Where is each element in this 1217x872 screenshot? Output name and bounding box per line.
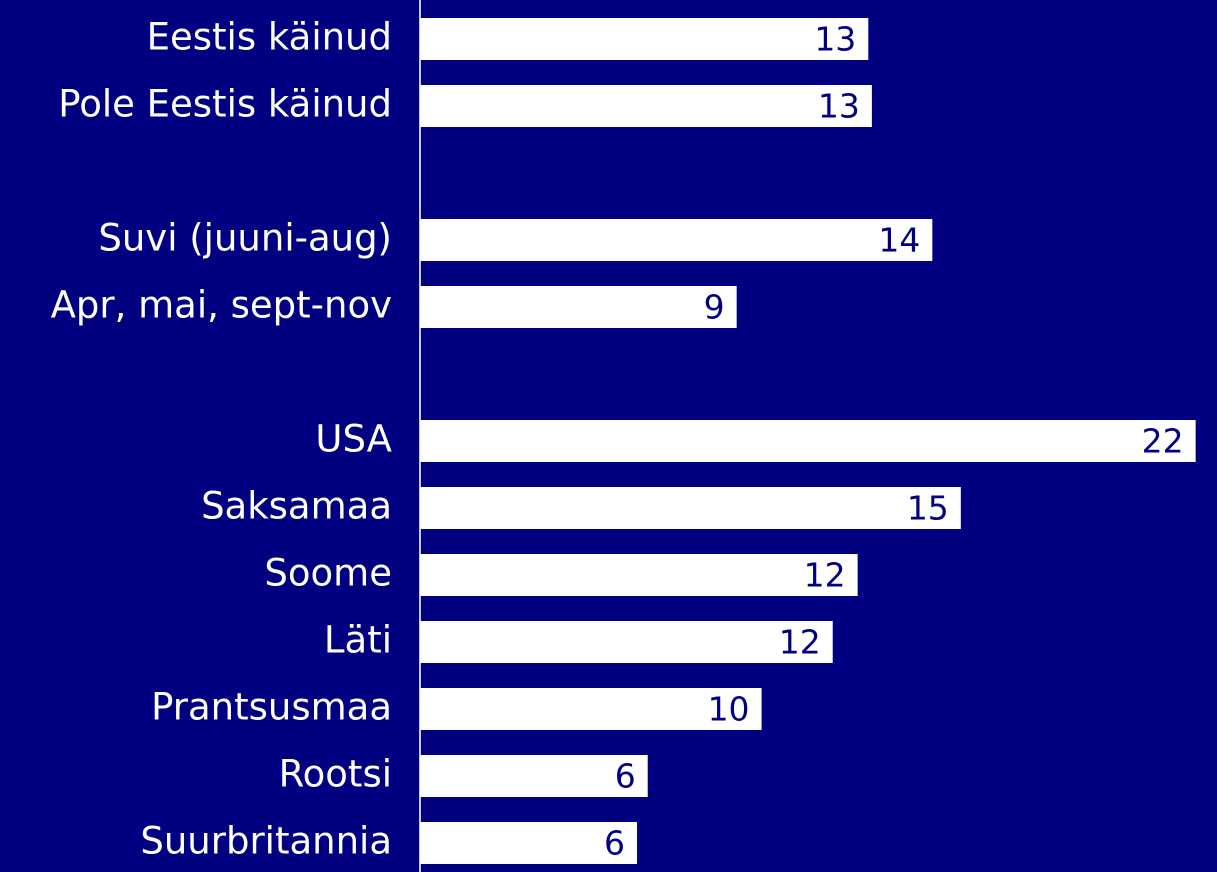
value-label: 15 — [907, 489, 949, 528]
bar — [420, 621, 833, 663]
bar — [420, 822, 638, 864]
bar — [420, 18, 869, 60]
value-label: 12 — [779, 623, 821, 662]
category-label: Saksamaa — [201, 485, 392, 528]
value-label: 6 — [615, 757, 636, 796]
bar — [420, 554, 858, 596]
bar — [420, 487, 961, 529]
value-label: 9 — [704, 288, 725, 327]
value-label: 10 — [708, 690, 750, 729]
bar — [420, 85, 872, 127]
category-label: Pole Eestis käinud — [58, 83, 392, 126]
category-label: Soome — [264, 552, 392, 595]
value-label: 12 — [804, 556, 846, 595]
bar — [420, 420, 1196, 462]
value-label: 22 — [1142, 422, 1184, 461]
value-label: 14 — [878, 221, 920, 260]
category-label: Rootsi — [279, 753, 392, 796]
category-label: Suurbritannia — [140, 820, 392, 863]
category-label: Apr, mai, sept-nov — [51, 284, 392, 327]
bar — [420, 688, 762, 730]
category-label: Läti — [324, 619, 392, 662]
category-label: Eestis käinud — [147, 16, 392, 59]
bar — [420, 219, 933, 261]
category-label: Suvi (juuni-aug) — [98, 217, 392, 260]
bar — [420, 286, 737, 328]
category-label: Prantsusmaa — [151, 686, 392, 729]
value-label: 13 — [818, 87, 860, 126]
value-label: 6 — [604, 824, 625, 863]
category-label: USA — [315, 418, 392, 461]
bar — [420, 755, 648, 797]
value-label: 13 — [814, 20, 856, 59]
